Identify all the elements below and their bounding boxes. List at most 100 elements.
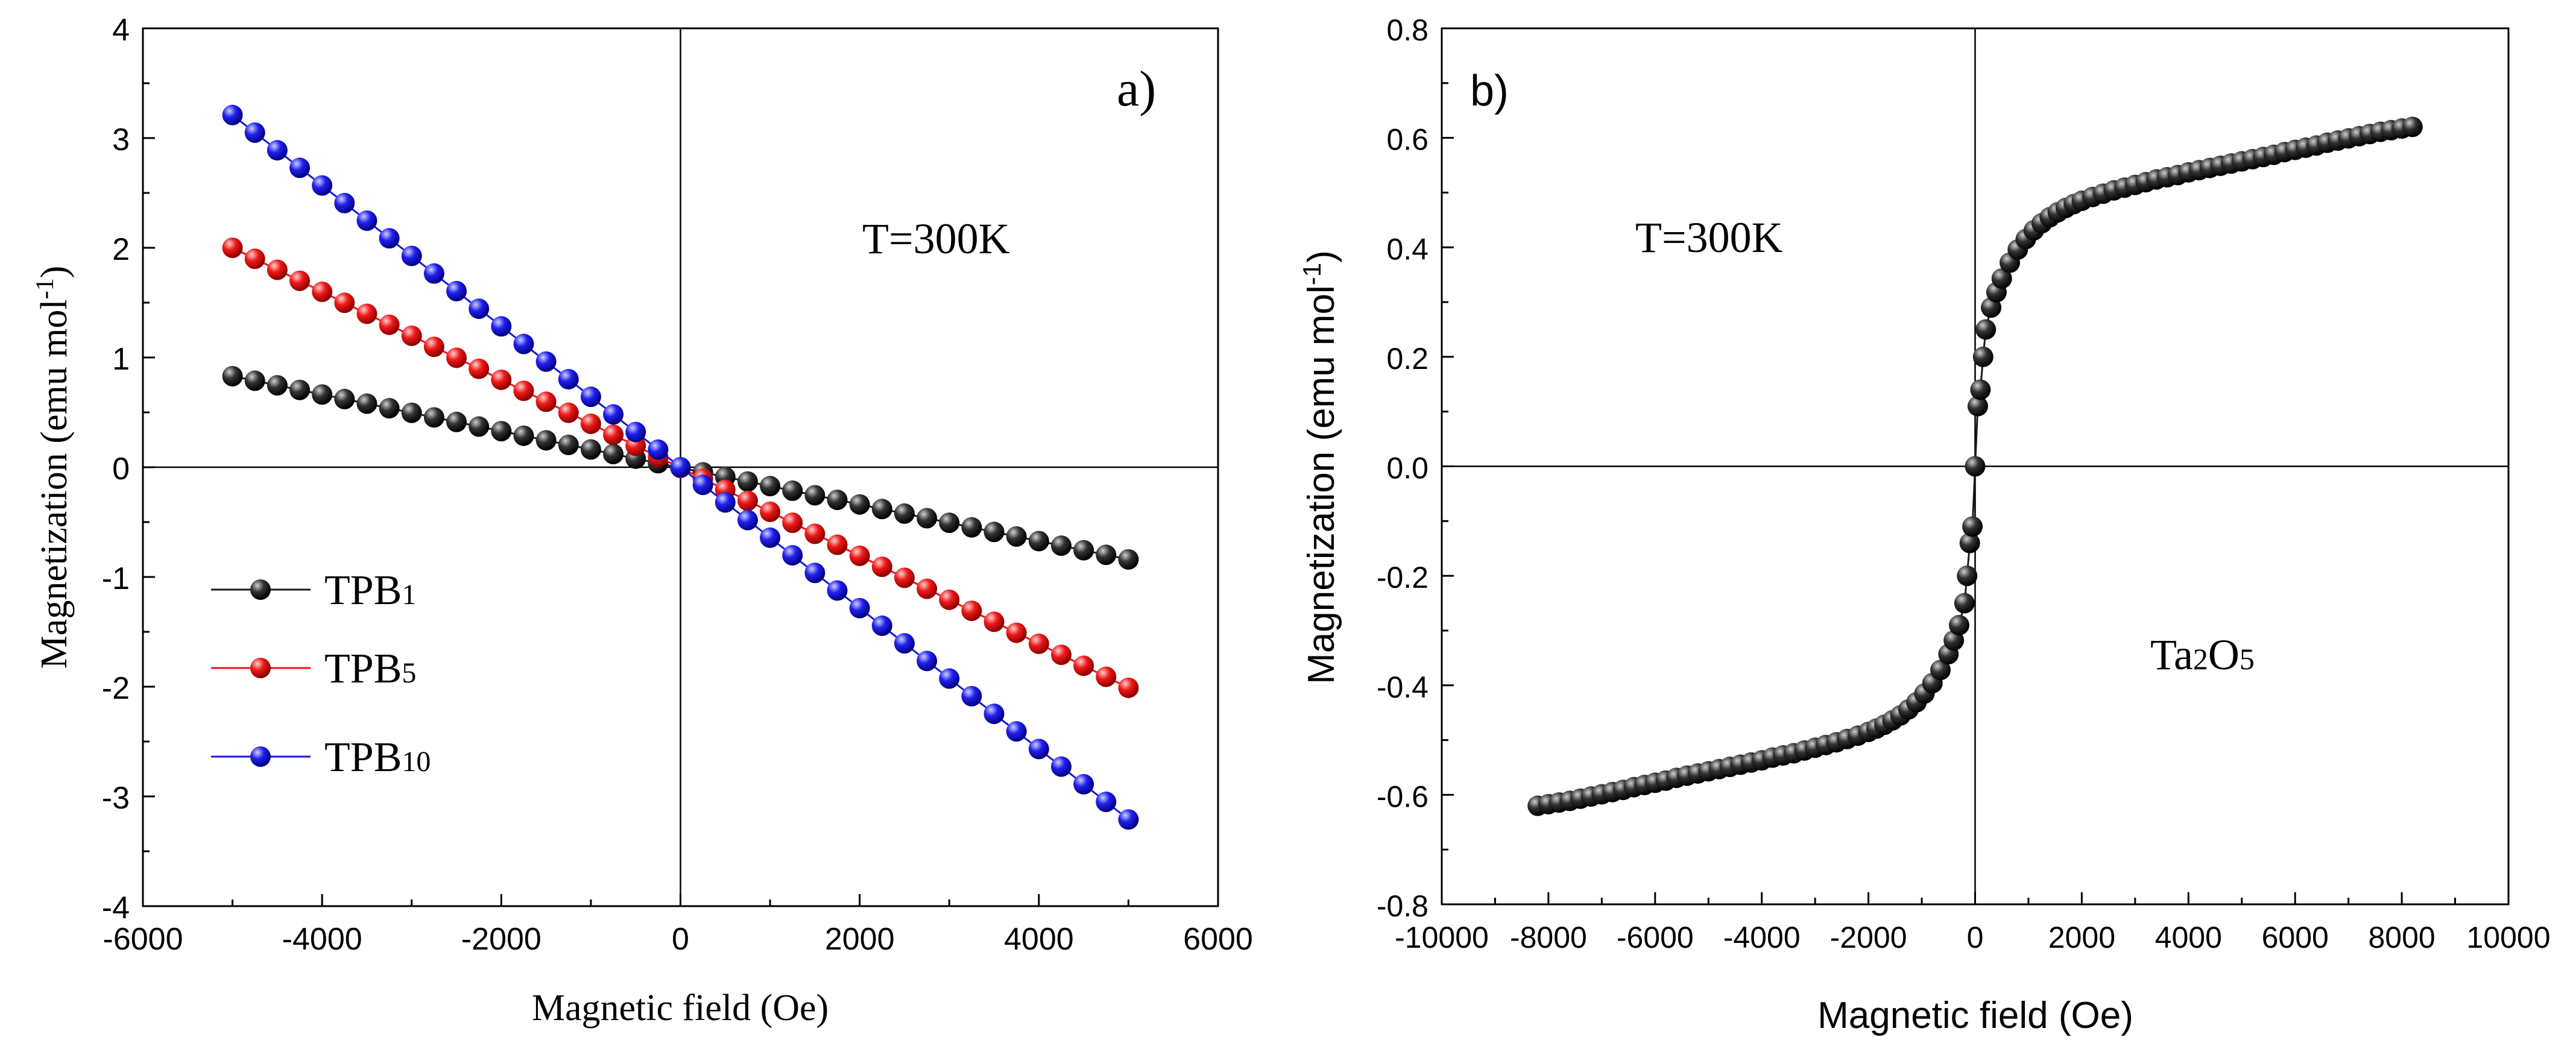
data-point — [871, 615, 892, 636]
data-point — [2402, 116, 2423, 137]
x-tick-label: 2000 — [825, 922, 895, 957]
data-point — [782, 545, 803, 566]
data-point — [1957, 566, 1978, 587]
data-point — [1954, 593, 1975, 614]
data-point — [267, 140, 288, 161]
data-point — [222, 104, 243, 125]
y-tick-label: 0.6 — [1386, 123, 1428, 157]
data-point — [1096, 666, 1117, 687]
x-tick-label: -2000 — [461, 922, 541, 957]
data-point — [379, 228, 400, 249]
panel-a-legend: TPB1 TPB5 TPB10 — [211, 567, 431, 781]
y-tick-label: 1 — [112, 342, 130, 377]
data-point — [289, 270, 311, 291]
data-point — [558, 402, 579, 423]
y-tick-label: 0.0 — [1386, 452, 1428, 485]
x-tick-label: -4000 — [282, 922, 362, 957]
y-tick-label: -0.4 — [1377, 670, 1428, 704]
data-point — [312, 175, 333, 196]
x-tick-label: -6000 — [1617, 921, 1694, 954]
data-point — [917, 578, 938, 599]
data-point — [1050, 535, 1072, 556]
data-point — [334, 192, 355, 213]
data-point — [535, 391, 557, 412]
data-point — [1948, 614, 1969, 635]
data-point — [379, 398, 400, 419]
data-point — [917, 508, 938, 529]
data-point — [849, 597, 870, 619]
y-tick-label: -2 — [102, 671, 130, 706]
x-tick-label: 10000 — [2466, 921, 2550, 954]
data-point — [379, 314, 400, 335]
data-point — [827, 490, 848, 511]
data-point — [849, 545, 870, 566]
data-point — [334, 292, 355, 313]
x-tick-label: 6000 — [1183, 922, 1253, 957]
legend-label-tpb1: TPB1 — [324, 567, 416, 614]
data-point — [1118, 677, 1139, 698]
data-point — [267, 375, 288, 396]
data-point — [1930, 660, 1951, 681]
data-point — [491, 421, 512, 442]
data-point — [625, 421, 646, 443]
panel-a-temperature-annotation: T=300K — [862, 215, 1010, 263]
y-tick-label: -0.2 — [1377, 561, 1428, 594]
data-point — [827, 580, 848, 601]
panel-a-y-axis-title: Magnetization (emu mol-1) — [31, 266, 75, 669]
legend-item-tpb1: TPB1 — [211, 567, 416, 614]
panel-a-series — [222, 104, 1139, 830]
data-point — [469, 358, 490, 379]
data-point — [648, 439, 669, 460]
data-point — [423, 263, 444, 284]
data-point — [1991, 268, 2012, 289]
data-point — [1073, 540, 1094, 561]
data-point — [222, 365, 243, 386]
data-point — [558, 434, 579, 455]
data-point — [1028, 633, 1049, 654]
data-point — [334, 388, 355, 409]
data-point — [603, 444, 624, 465]
x-tick-label: 2000 — [2048, 921, 2115, 954]
data-point — [356, 303, 377, 324]
data-point — [760, 527, 781, 548]
data-point — [983, 703, 1005, 724]
x-tick-label: -2000 — [1830, 921, 1907, 954]
data-point — [1050, 644, 1072, 666]
x-tick-label: 6000 — [2262, 921, 2329, 954]
data-point — [401, 245, 422, 266]
data-point — [267, 259, 288, 280]
data-point — [849, 494, 870, 515]
panel-a-axis-ticks: -6000 -4000 -2000 0 2000 4000 6000 -4 -3 -2 -1 0 1 2 3… — [102, 13, 1253, 957]
x-tick-label: -8000 — [1510, 921, 1587, 954]
data-point — [244, 122, 265, 143]
legend-label-tpb5: TPB5 — [324, 646, 416, 692]
data-point — [491, 316, 512, 337]
data-point — [827, 534, 848, 555]
data-point — [535, 351, 557, 372]
data-point — [312, 384, 333, 405]
data-point — [1028, 531, 1049, 552]
data-point — [580, 413, 601, 434]
data-point — [244, 370, 265, 391]
data-point — [737, 509, 758, 531]
data-point — [446, 411, 467, 432]
y-tick-label: 0.4 — [1386, 232, 1428, 266]
data-point — [804, 523, 826, 544]
x-tick-label: -10000 — [1395, 921, 1489, 954]
y-tick-label: 2 — [112, 232, 130, 267]
legend-item-tpb10: TPB10 — [211, 734, 431, 781]
data-point — [737, 471, 758, 492]
y-tick-label: 3 — [112, 122, 130, 157]
data-point — [446, 347, 467, 368]
data-point — [1073, 773, 1094, 795]
data-point — [1006, 622, 1027, 643]
panel-b-axis-ticks: -10000 -8000 -6000 -4000 -2000 0 2000 4000 6000 8… — [1377, 13, 2551, 954]
data-point — [804, 485, 826, 506]
data-point — [603, 424, 624, 446]
y-tick-label: 4 — [112, 13, 130, 48]
data-point — [737, 490, 758, 511]
data-point — [1006, 721, 1027, 742]
data-point — [1962, 516, 1983, 537]
x-tick-label: 8000 — [2368, 921, 2435, 954]
